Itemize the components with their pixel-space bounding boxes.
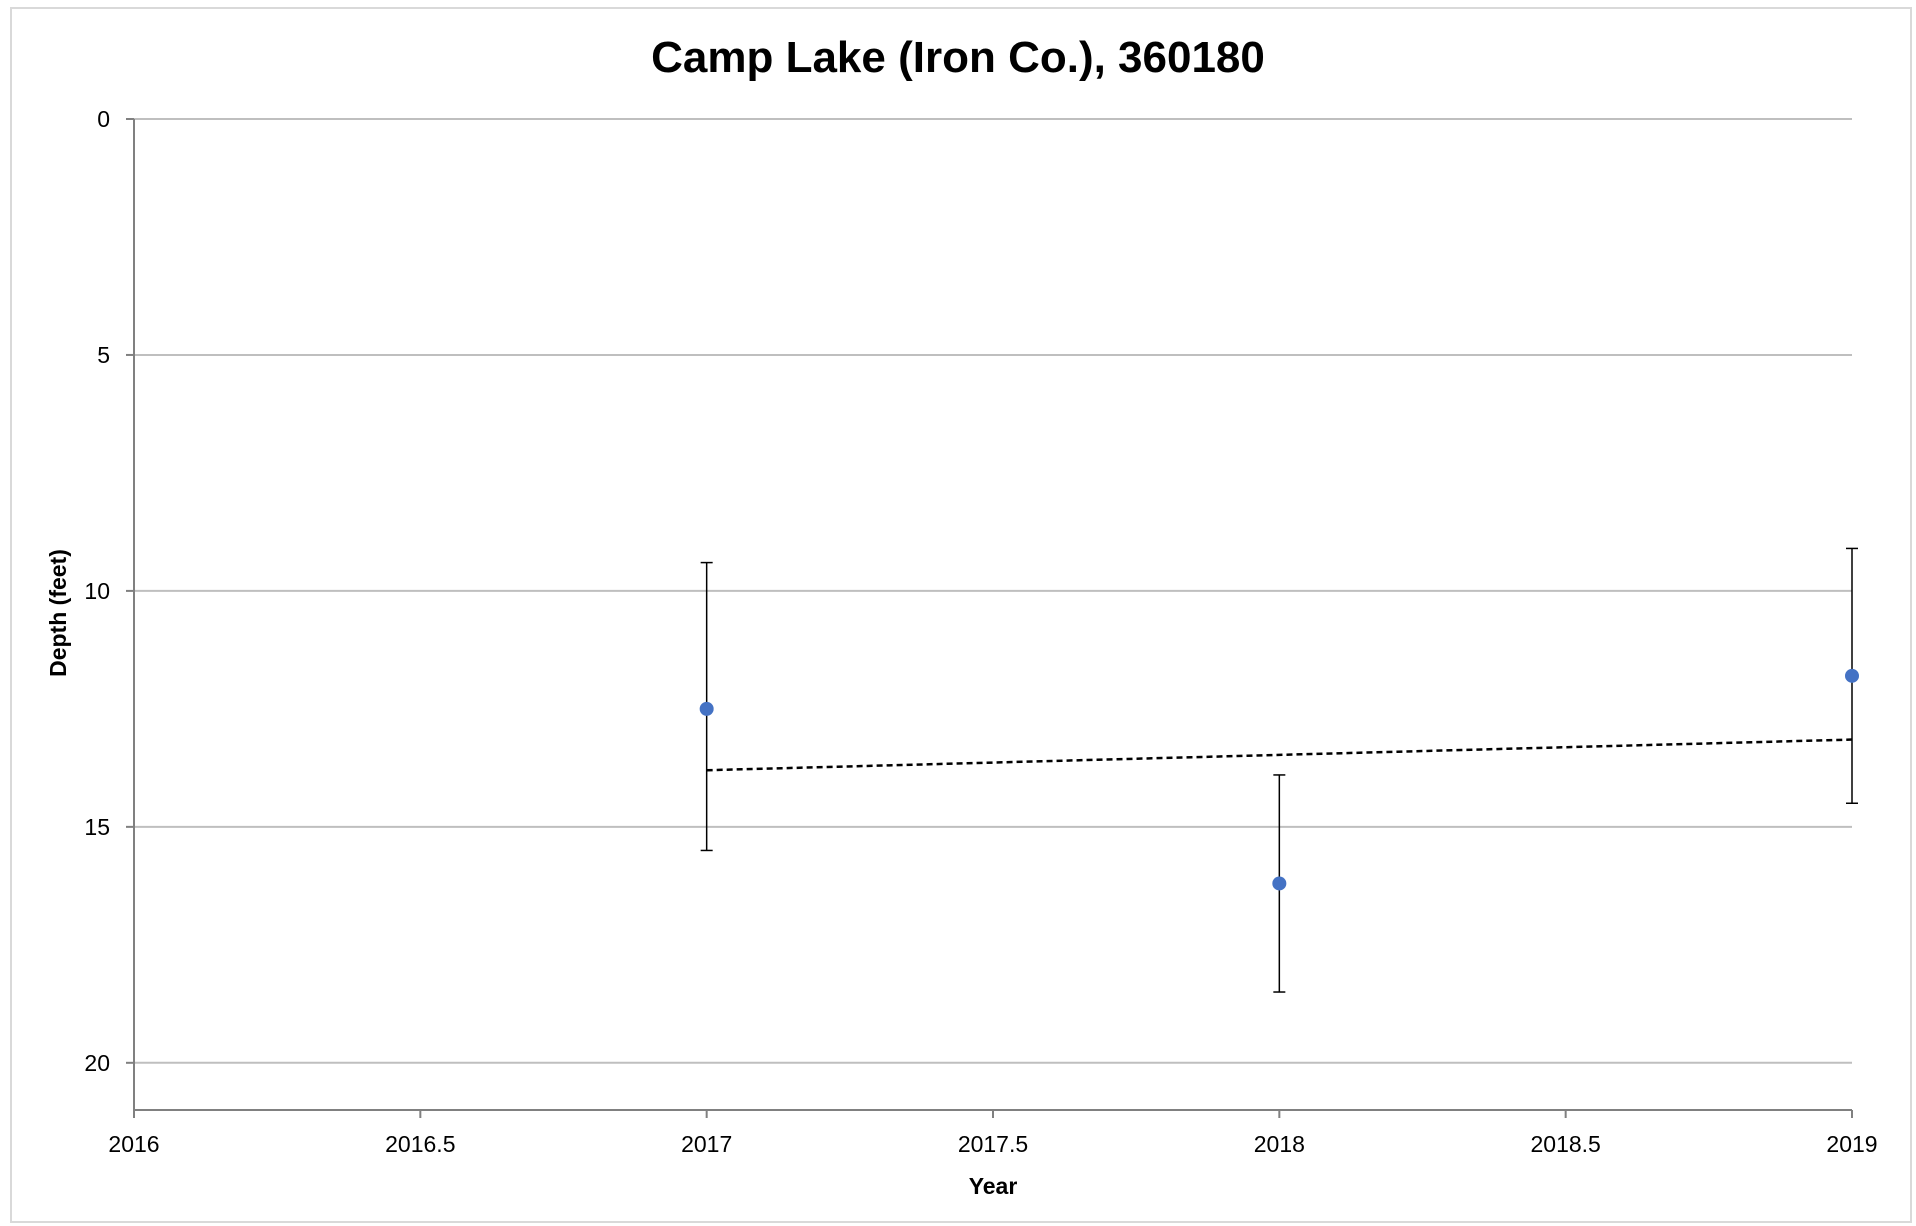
x-tick-label-2017: 2017 (681, 1131, 732, 1157)
y-axis-label: Depth (feet) (45, 549, 71, 677)
data-point (1845, 668, 1859, 683)
y-tick-label-5: 5 (97, 342, 110, 368)
chart-title: Camp Lake (Iron Co.), 360180 (651, 33, 1265, 82)
x-tick-label-2018: 2018 (1254, 1131, 1305, 1157)
trendline-line (706, 738, 1853, 772)
trendline (706, 738, 1853, 772)
data-point (699, 701, 714, 716)
x-tick-label-2018.5: 2018.5 (1530, 1131, 1600, 1157)
x-tick-label-2017.5: 2017.5 (958, 1131, 1028, 1157)
x-tick-label-2016: 2016 (108, 1131, 159, 1157)
x-tick-labels: 2016 2016.5 2017 2017.5 2018 2018.5 2019 (108, 1131, 1877, 1157)
y-tick-label-10: 10 (84, 578, 110, 604)
data-point (1272, 876, 1287, 891)
y-tick-label-20: 20 (84, 1050, 110, 1076)
y-tick-labels: 0 5 10 15 20 (84, 106, 110, 1076)
gridlines (134, 118, 1852, 1064)
chart-border (10, 7, 1912, 1223)
x-axis-label: Year (969, 1173, 1018, 1199)
x-tick-label-2019: 2019 (1826, 1131, 1877, 1157)
y-tick-label-0: 0 (97, 106, 110, 132)
axes (126, 118, 1853, 1118)
y-tick-label-15: 15 (84, 814, 110, 840)
data-points (699, 668, 1859, 891)
x-tick-label-2016.5: 2016.5 (385, 1131, 455, 1157)
